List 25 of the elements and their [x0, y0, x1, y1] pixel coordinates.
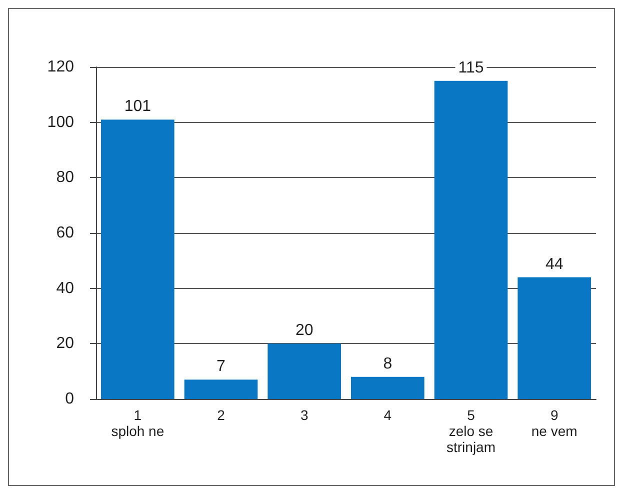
bar [518, 277, 591, 399]
data-label: 7 [216, 358, 226, 376]
x-tick-label: 4 [384, 407, 392, 423]
y-tick-label: 80 [56, 169, 74, 186]
data-label: 8 [383, 355, 392, 372]
data-label: 115 [458, 59, 484, 76]
y-tick-label: 120 [47, 58, 74, 76]
x-tick-label: 9 ne vem [531, 407, 578, 439]
y-tick-label: 60 [56, 224, 74, 242]
y-tick-label: 20 [56, 335, 74, 352]
x-tick-label: 1 sploh ne [111, 407, 164, 439]
bar [184, 380, 258, 399]
y-tick-label: 0 [65, 390, 74, 408]
data-label: 44 [545, 256, 564, 273]
data-label: 20 [295, 322, 314, 340]
x-tick-label: 3 [300, 407, 308, 423]
bar [268, 344, 341, 399]
bar [101, 120, 174, 399]
x-tick-label: 2 [217, 407, 226, 423]
y-tick-label: 40 [56, 280, 74, 297]
y-tick-label: 100 [47, 114, 74, 131]
bar [351, 376, 424, 399]
bar [434, 80, 508, 399]
x-tick-label: 5 zelo se strinjam [446, 407, 496, 455]
data-label: 101 [124, 98, 152, 116]
